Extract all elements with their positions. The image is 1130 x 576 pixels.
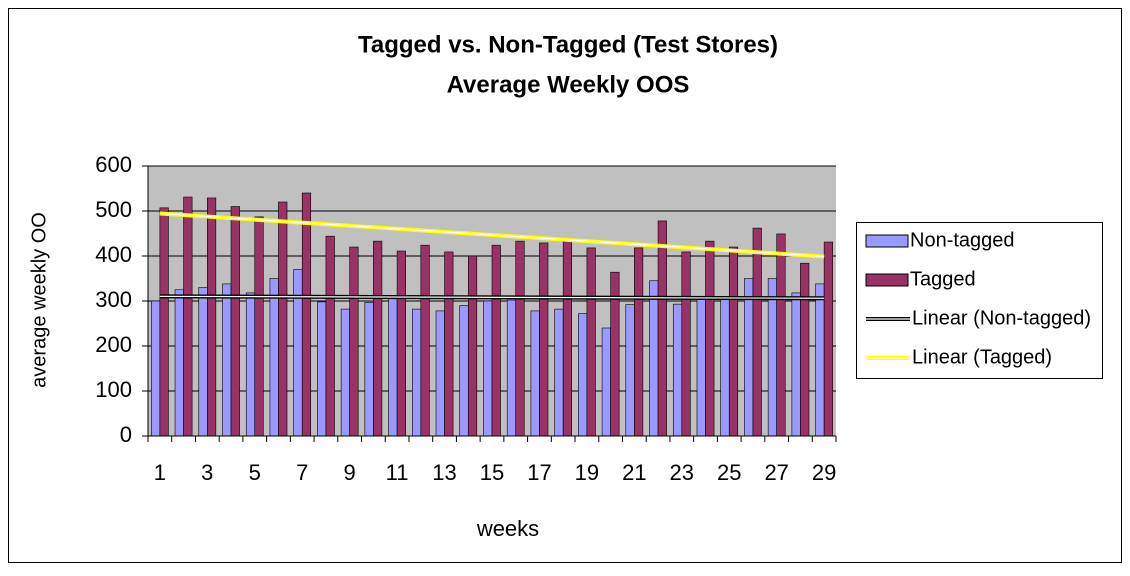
y-tick-label: 200 [95,332,132,357]
bar [254,216,264,437]
bar [435,310,445,437]
y-tick-label: 600 [95,152,132,177]
bar [515,240,525,437]
bar [159,207,169,437]
y-tick-label: 0 [120,422,132,447]
bar [325,235,335,437]
bar [198,287,208,437]
chart-subtitle: Average Weekly OOS [447,71,690,98]
bar [767,278,777,437]
bar [411,308,422,437]
bar [269,278,279,437]
bar [601,327,611,437]
bar [634,247,644,437]
bar [578,313,588,437]
bar [672,303,683,437]
x-tick-label: 23 [670,460,694,485]
x-tick-label: 7 [296,460,308,485]
bar [183,196,193,437]
y-tick-label: 500 [95,197,132,222]
bar [625,304,635,437]
bar [752,227,762,437]
bar [586,247,596,437]
bar [349,246,359,437]
legend-label: Tagged [910,268,976,290]
bar [539,242,549,437]
bar [791,292,801,437]
bar [340,308,350,437]
bar [293,269,303,437]
bar [800,262,810,437]
x-tick-label: 27 [764,460,788,485]
y-tick-label: 400 [95,242,132,267]
legend-label: Non-tagged [910,229,1015,251]
x-axis-label: weeks [476,516,539,541]
bar [815,283,825,437]
bar [530,310,540,437]
x-tick-label: 11 [386,460,409,485]
y-axis-label: average weekly OO [28,212,50,388]
bar [230,206,240,437]
bar [420,244,430,437]
x-tick-label: 17 [527,460,551,485]
x-tick-label: 9 [344,460,356,485]
trend-line-inner [159,212,825,258]
legend-label: Linear (Non-tagged) [912,307,1091,329]
bar [396,250,406,437]
bar [483,300,493,437]
bar [728,246,739,437]
x-tick-label: 25 [717,460,741,485]
bar [562,239,573,437]
legend-swatch [865,273,909,287]
bar [373,240,383,437]
bar [151,300,161,437]
legend-box [856,222,1103,379]
bar [554,308,564,437]
bar [705,240,715,437]
bar [207,197,217,437]
bar [467,255,478,437]
bar [388,298,398,437]
bar [506,299,517,437]
y-tick-label: 300 [95,287,132,312]
y-tick-label: 100 [95,377,132,402]
x-tick-label: 3 [201,460,213,485]
legend-label: Linear (Tagged) [912,346,1052,368]
bar [245,292,256,437]
bar [657,220,667,437]
bar [649,280,659,437]
chart-title: Tagged vs. Non-Tagged (Test Stores) [358,31,778,58]
x-tick-label: 19 [575,460,599,485]
bar [174,289,184,437]
legend-swatch [865,234,909,248]
trend-line-inner [159,295,825,299]
bar [696,298,706,437]
bar [491,244,501,437]
x-tick-label: 15 [480,460,504,485]
bar [720,296,730,437]
bar [776,233,786,437]
bar [301,192,312,437]
x-tick-label: 29 [812,460,836,485]
bar [222,283,232,437]
bar [364,302,374,437]
bar [744,278,754,437]
bar [278,201,288,437]
x-tick-label: 21 [622,460,646,485]
bar [823,241,833,437]
x-tick-label: 1 [154,460,166,485]
bar [459,305,469,437]
bar [681,251,691,437]
bar [444,251,454,437]
x-tick-label: 5 [249,460,261,485]
x-tick-label: 13 [432,460,456,485]
bar [317,301,327,437]
